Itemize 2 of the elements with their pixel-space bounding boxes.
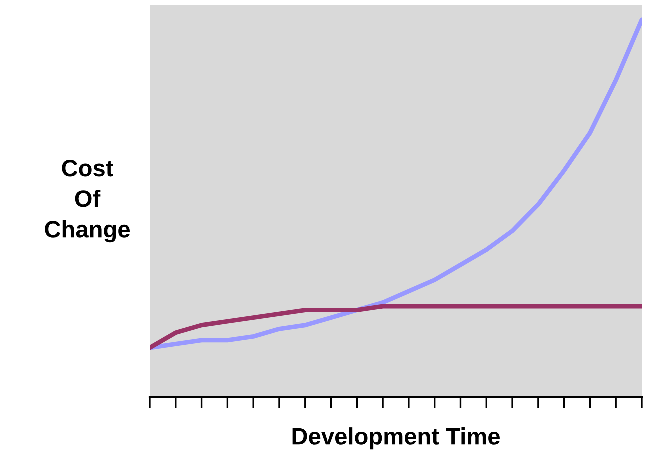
x-axis-title: Development Time <box>292 428 500 450</box>
y-axis-title: Cost Of Change <box>45 160 130 243</box>
